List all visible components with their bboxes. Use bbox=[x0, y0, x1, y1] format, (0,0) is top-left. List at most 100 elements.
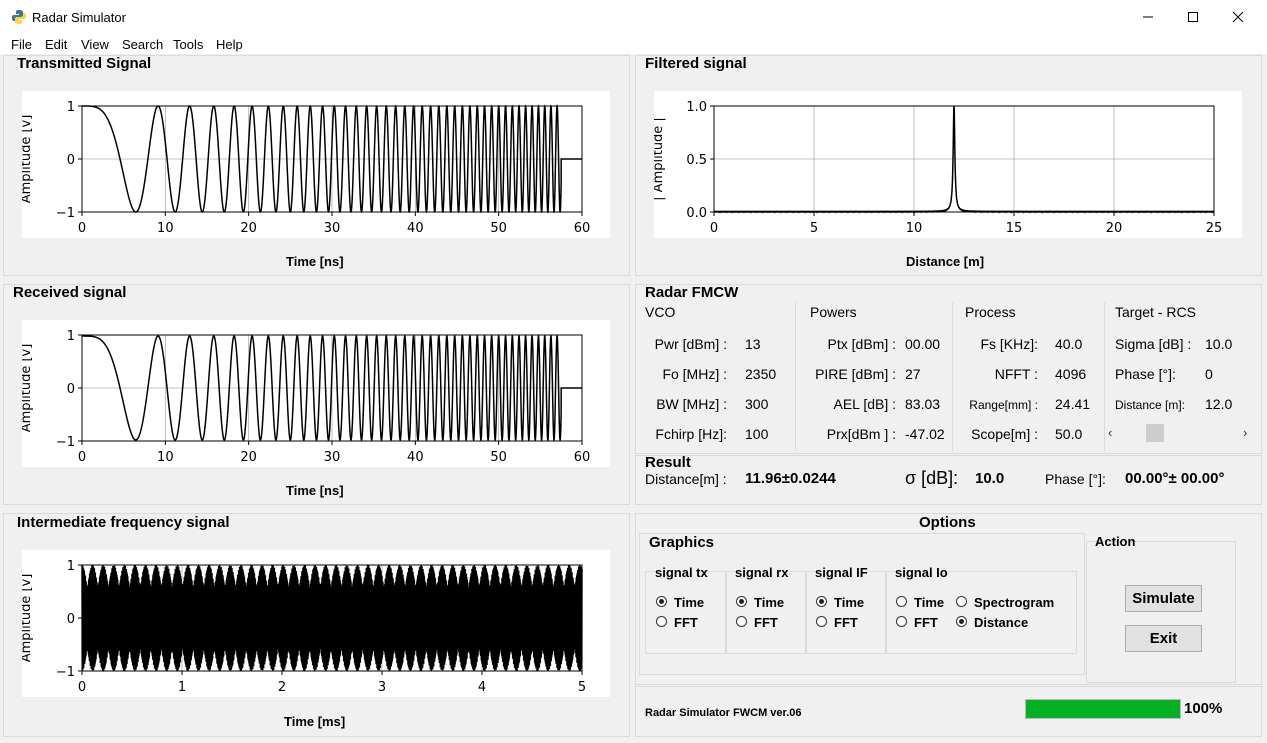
progress-fill bbox=[1026, 700, 1180, 718]
x-tick-label: 0 bbox=[78, 221, 86, 236]
tx-xlabel: Time [ns] bbox=[286, 254, 344, 269]
vco-value: 13 bbox=[745, 336, 761, 352]
io-spectrogram-radio[interactable] bbox=[956, 596, 967, 607]
menu-tools[interactable]: Tools bbox=[173, 37, 204, 52]
minimize-button[interactable] bbox=[1125, 0, 1171, 34]
x-tick-label: 20 bbox=[1106, 221, 1123, 236]
x-tick-label: 2 bbox=[278, 680, 286, 695]
tx-fft-label[interactable]: FFT bbox=[674, 615, 698, 630]
menu-view[interactable]: View bbox=[81, 37, 109, 52]
horizontal-scrollbar[interactable] bbox=[1107, 423, 1255, 443]
x-tick-label: 30 bbox=[324, 221, 341, 236]
tx-time-label[interactable]: Time bbox=[674, 595, 705, 610]
target-label: Phase [°]: bbox=[1115, 366, 1176, 382]
powers-header: Powers bbox=[810, 304, 857, 320]
scroll-right-icon[interactable]: › bbox=[1243, 425, 1248, 440]
process-value: 50.0 bbox=[1055, 426, 1083, 442]
plot-background bbox=[22, 320, 610, 467]
result-panel bbox=[635, 455, 1262, 505]
result-sigma-value: 10.0 bbox=[975, 470, 1005, 487]
powers-value: 27 bbox=[905, 366, 921, 382]
minimize-icon bbox=[1143, 16, 1153, 18]
powers-label: Prx[dBm ] : bbox=[826, 426, 896, 442]
x-tick-label: 30 bbox=[324, 450, 341, 465]
filtered-title: Filtered signal bbox=[645, 55, 747, 72]
vco-header: VCO bbox=[645, 304, 676, 320]
io-distance-radio[interactable] bbox=[956, 616, 967, 627]
signal-io-title: signal Io bbox=[895, 565, 948, 580]
filtered-plot: 0 5 10 15 20 25 1.0 0.5 0.0 | Amplitude | bbox=[654, 91, 1242, 238]
io-distance-label[interactable]: Distance bbox=[974, 615, 1029, 630]
target-label: Distance [m]: bbox=[1115, 398, 1186, 412]
vco-label: Pwr [dBm] : bbox=[654, 336, 727, 352]
process-header: Process bbox=[965, 304, 1016, 320]
scrollbar-thumb[interactable] bbox=[1146, 424, 1164, 442]
x-tick-label: 40 bbox=[407, 450, 424, 465]
x-tick-label: 10 bbox=[157, 450, 174, 465]
io-fft-label[interactable]: FFT bbox=[914, 615, 938, 630]
y-tick-label: 1 bbox=[67, 100, 75, 115]
plot-background bbox=[654, 91, 1242, 238]
process-label: Range[mm] : bbox=[969, 398, 1038, 412]
close-icon bbox=[1232, 11, 1244, 23]
y-axis-label: Amplitude [v] bbox=[22, 344, 34, 433]
tx-fft-radio[interactable] bbox=[656, 616, 667, 627]
x-tick-label: 1 bbox=[178, 680, 186, 695]
progress-text: 100% bbox=[1184, 700, 1223, 717]
scroll-left-icon[interactable]: ‹ bbox=[1108, 425, 1113, 440]
rx-fft-radio[interactable] bbox=[736, 616, 747, 627]
if-time-label[interactable]: Time bbox=[834, 595, 865, 610]
rx-time-label[interactable]: Time bbox=[754, 595, 785, 610]
simulate-button[interactable]: Simulate bbox=[1125, 585, 1202, 612]
menu-file[interactable]: File bbox=[11, 37, 32, 52]
filtered-xlabel: Distance [m] bbox=[906, 254, 985, 269]
x-tick-label: 10 bbox=[157, 221, 174, 236]
x-tick-label: 25 bbox=[1206, 221, 1223, 236]
vco-label: Fo [MHz] : bbox=[662, 366, 727, 382]
if-fft-radio[interactable] bbox=[816, 616, 827, 627]
tx-title: Transmitted Signal bbox=[17, 55, 152, 72]
exit-button[interactable]: Exit bbox=[1125, 625, 1202, 652]
y-tick-label: 1.0 bbox=[686, 100, 707, 115]
maximize-icon bbox=[1188, 12, 1198, 22]
menu-help[interactable]: Help bbox=[216, 37, 243, 52]
action-group bbox=[1086, 541, 1236, 683]
x-tick-label: 5 bbox=[810, 221, 818, 236]
powers-value: 00.00 bbox=[905, 336, 941, 352]
plot-frame bbox=[713, 105, 1215, 213]
x-tick-label: 50 bbox=[490, 450, 507, 465]
target-value: 10.0 bbox=[1205, 336, 1233, 352]
powers-label: Ptx [dBm] : bbox=[827, 336, 896, 352]
if-time-radio[interactable] bbox=[816, 596, 827, 607]
y-tick-label: 0.0 bbox=[686, 206, 707, 221]
rx-fft-label[interactable]: FFT bbox=[754, 615, 778, 630]
io-time-radio[interactable] bbox=[896, 596, 907, 607]
version-label: Radar Simulator FWCM ver.06 bbox=[645, 707, 802, 719]
menu-edit[interactable]: Edit bbox=[45, 37, 68, 52]
maximize-button[interactable] bbox=[1170, 0, 1216, 34]
rx-xlabel: Time [ns] bbox=[286, 483, 344, 498]
if-title: Intermediate frequency signal bbox=[17, 514, 230, 531]
y-tick-label: 0.5 bbox=[686, 153, 707, 168]
tx-time-radio[interactable] bbox=[656, 596, 667, 607]
vco-value: 2350 bbox=[745, 366, 777, 382]
close-button[interactable] bbox=[1215, 0, 1261, 34]
io-fft-radio[interactable] bbox=[896, 616, 907, 627]
if-fft-label[interactable]: FFT bbox=[834, 615, 858, 630]
menu-search[interactable]: Search bbox=[122, 37, 164, 52]
x-tick-label: 4 bbox=[478, 680, 486, 695]
signal-io-group bbox=[885, 571, 1077, 654]
plot-frame bbox=[81, 105, 583, 213]
rx-time-radio[interactable] bbox=[736, 596, 747, 607]
target-value: 12.0 bbox=[1205, 396, 1233, 412]
result-phase-value: 00.00°± 00.00° bbox=[1125, 470, 1225, 487]
radar-title: Radar FMCW bbox=[645, 284, 739, 301]
io-spectrogram-label[interactable]: Spectrogram bbox=[974, 595, 1055, 610]
powers-value: 83.03 bbox=[905, 396, 941, 412]
io-time-label[interactable]: Time bbox=[914, 595, 945, 610]
x-tick-label: 40 bbox=[407, 221, 424, 236]
result-title: Result bbox=[645, 454, 691, 471]
if-xlabel: Time [ms] bbox=[284, 714, 346, 729]
plot-background bbox=[22, 91, 610, 238]
title-bar bbox=[0, 0, 1267, 34]
